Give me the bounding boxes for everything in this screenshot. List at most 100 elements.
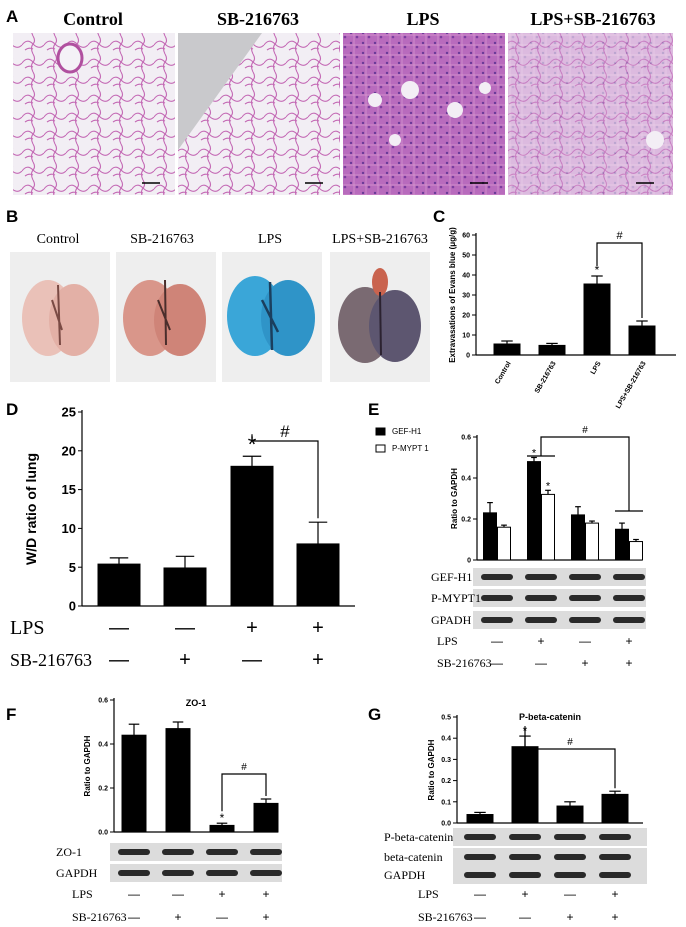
annotation-g: #	[567, 737, 573, 748]
annotation-e: #	[582, 425, 588, 436]
condition-sign-d: +	[312, 617, 324, 639]
condition-sign-d: —	[242, 649, 262, 671]
y-tick-label-d: 25	[62, 405, 76, 420]
panel-letter-f: F	[6, 705, 16, 724]
condition-label-e: LPS	[437, 634, 458, 648]
bar-c	[538, 344, 566, 356]
y-tick-label-c: 50	[462, 252, 470, 259]
condition-sign-d: +	[312, 649, 324, 671]
y-tick-label-g: 0.1	[441, 799, 451, 806]
y-tick-label-d: 0	[69, 599, 76, 614]
category-label-c: SB-216763	[534, 360, 558, 394]
y-tick-label-g: 0.2	[441, 778, 451, 785]
blot-strip-g	[453, 848, 647, 866]
blot-band-g	[554, 834, 586, 840]
panel-letter-e: E	[368, 400, 379, 419]
blot-band-g	[464, 834, 496, 840]
condition-sign-e: —	[491, 656, 503, 670]
y-tick-label-e: 0.6	[461, 434, 471, 441]
y-tick-label-c: 30	[462, 292, 470, 299]
annotation-e: *	[532, 448, 537, 460]
condition-sign-f: +	[174, 910, 181, 924]
y-tick-label-c: 0	[466, 352, 470, 359]
y-axis-label-f: Ratio to GAPDH	[83, 735, 92, 796]
chart-title-g: P-beta-catenin	[519, 712, 581, 722]
y-tick-label-e: 0	[467, 557, 471, 564]
blot-band-g	[509, 854, 541, 860]
annotation-f: #	[241, 762, 247, 773]
panel-letter-b: B	[6, 207, 18, 226]
condition-sign-f: —	[128, 887, 140, 901]
blot-band-e	[569, 595, 601, 601]
blot-band-g	[554, 854, 586, 860]
condition-sign-g: +	[521, 887, 528, 901]
condition-label-e: SB-216763	[437, 656, 492, 670]
bar-e	[541, 493, 555, 561]
blot-label-e: GEF-H1	[431, 570, 472, 584]
blot-strip-e	[473, 568, 646, 586]
panel-letter-a: A	[6, 7, 18, 26]
blot-label-e: GPADH	[431, 613, 472, 627]
blot-band-g	[554, 872, 586, 878]
bar-g	[601, 793, 629, 824]
condition-sign-g: +	[611, 910, 618, 924]
bar-f	[121, 734, 147, 833]
legend-swatch-e	[375, 444, 386, 453]
blot-band-f	[250, 849, 282, 855]
y-tick-label-c: 20	[462, 312, 470, 319]
blot-strip-g	[453, 828, 647, 846]
bar-d	[97, 563, 141, 607]
condition-sign-g: —	[474, 910, 486, 924]
condition-sign-e: +	[625, 634, 632, 648]
bar-g	[556, 805, 584, 824]
blot-band-g	[464, 854, 496, 860]
bar-e	[483, 512, 497, 561]
legend-label-e: GEF-H1	[392, 427, 422, 436]
y-tick-label-g: 0.3	[441, 757, 451, 764]
condition-label-f: SB-216763	[72, 910, 127, 924]
blot-band-e	[569, 574, 601, 580]
bar-e	[629, 541, 643, 561]
y-tick-label-f: 0.0	[98, 829, 108, 836]
condition-sign-d: —	[109, 617, 129, 639]
significance-bracket-f	[221, 773, 267, 812]
legend-label-e: P-MYPT 1	[392, 444, 429, 453]
bar-d	[296, 543, 340, 607]
y-tick-label-d: 5	[69, 560, 76, 575]
annotation-e: *	[546, 480, 551, 492]
bar-d	[230, 465, 274, 607]
y-tick-label-f: 0.6	[98, 697, 108, 704]
blot-strip-e	[473, 611, 646, 629]
y-tick-label-c: 40	[462, 272, 470, 279]
blot-band-g	[599, 854, 631, 860]
annotation-d: *	[248, 432, 257, 457]
blot-band-e	[525, 617, 557, 623]
y-tick-label-f: 0.2	[98, 785, 108, 792]
condition-sign-g: +	[611, 887, 618, 901]
y-tick-label-g: 0.5	[441, 714, 451, 721]
blot-band-e	[525, 574, 557, 580]
blot-band-e	[613, 595, 645, 601]
blot-label-f: GAPDH	[56, 866, 98, 880]
condition-sign-f: —	[216, 910, 228, 924]
panel-a-title-sb: SB-216763	[217, 9, 299, 29]
panel-a-title-control: Control	[63, 9, 123, 29]
bar-d	[163, 567, 207, 607]
blot-band-g	[509, 872, 541, 878]
blot-band-e	[525, 595, 557, 601]
condition-sign-e: —	[579, 634, 591, 648]
y-tick-label-g: 0.4	[441, 736, 451, 743]
panel-letter-g: G	[368, 705, 381, 724]
blot-strip-g	[453, 866, 647, 884]
bar-e	[571, 514, 585, 561]
blot-band-e	[569, 617, 601, 623]
histology-image-lps-sb	[508, 33, 673, 195]
condition-sign-g: —	[519, 910, 531, 924]
panel-letter-d: D	[6, 400, 18, 419]
lung-photo-lps	[222, 252, 322, 382]
condition-sign-f: —	[128, 910, 140, 924]
bar-f	[253, 802, 279, 833]
blot-band-e	[481, 617, 513, 623]
y-tick-label-c: 60	[462, 232, 470, 239]
histology-image-lps	[343, 33, 505, 195]
